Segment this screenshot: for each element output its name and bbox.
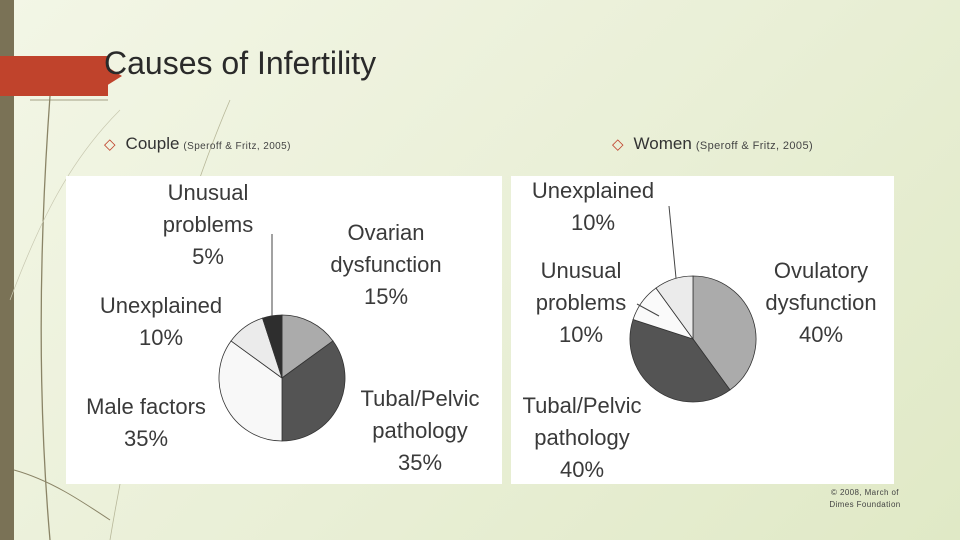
copyright-note: © 2008, March of Dimes Foundation — [800, 487, 930, 511]
copyright-line: Dimes Foundation — [829, 500, 901, 509]
slice-label-line: dysfunction — [330, 252, 441, 277]
slice-label-line: dysfunction — [765, 290, 876, 315]
slice-label: Unexplained 10% — [100, 293, 222, 350]
title-accent-arrow — [90, 56, 122, 96]
slice-label: Unusual problems 10% — [536, 258, 626, 347]
slice-label-line: Male factors — [86, 394, 206, 419]
slice-label-line: 35% — [398, 450, 442, 475]
diamond-bullet-icon: ◇ — [104, 136, 116, 153]
slice-label-line: Unusual — [541, 258, 622, 283]
pie-slice — [281, 340, 346, 442]
slice-label: Unexplained 10% — [532, 178, 654, 235]
bullet-couple: ◇ Couple (Speroff & Fritz, 2005) — [104, 134, 291, 154]
pie-slice — [692, 275, 757, 391]
slice-label: Ovarian dysfunction 15% — [330, 220, 441, 309]
slice-label: Ovulatory dysfunction 40% — [765, 258, 876, 347]
bullet-women: ◇ Women (Speroff & Fritz, 2005) — [612, 134, 813, 154]
slice-label-line: 40% — [560, 457, 604, 482]
pie-slice — [281, 314, 334, 379]
bullet-couple-label: Couple — [125, 134, 180, 153]
slice-label-line: pathology — [534, 425, 629, 450]
slice-label-line: Unexplained — [532, 178, 654, 203]
left-decorative-band — [0, 0, 14, 540]
slice-label-line: 10% — [559, 322, 603, 347]
pie-slice — [218, 340, 283, 442]
slice-label-line: 35% — [124, 426, 168, 451]
slice-label-line: 15% — [364, 284, 408, 309]
slice-label-line: Ovulatory — [774, 258, 868, 283]
leader-line — [668, 205, 677, 279]
slice-label-line: 5% — [192, 244, 224, 269]
slice-label-line: 40% — [799, 322, 843, 347]
slice-label-line: 10% — [571, 210, 615, 235]
couple-pie-chart-panel: Ovarian dysfunction 15% Tubal/Pelvic patholo… — [66, 176, 502, 484]
bullet-women-citation: (Speroff & Fritz, 2005) — [695, 140, 814, 152]
diamond-bullet-icon: ◇ — [612, 136, 624, 153]
slice-label: Unusual problems 5% — [163, 180, 253, 269]
pie-slice — [655, 275, 694, 341]
slide-title: Causes of Infertility — [104, 45, 377, 81]
slice-label: Tubal/Pelvic pathology 40% — [522, 393, 641, 482]
slice-label-line: Unexplained — [100, 293, 222, 318]
bullet-women-label: Women — [633, 134, 692, 153]
slice-label-line: Ovarian — [347, 220, 424, 245]
leader-line — [636, 303, 660, 317]
women-pie-chart: Ovulatory dysfunction 40% Tubal/Pelvic patho… — [522, 178, 876, 482]
slice-label-line: Unusual — [168, 180, 249, 205]
slice-label-line: problems — [536, 290, 626, 315]
women-pie-chart-panel: Ovulatory dysfunction 40% Tubal/Pelvic patho… — [511, 176, 894, 484]
slice-label: Male factors 35% — [86, 394, 206, 451]
slice-label-line: Tubal/Pelvic — [522, 393, 641, 418]
slice-label-line: 10% — [139, 325, 183, 350]
pie-slice — [629, 319, 731, 403]
bullet-couple-citation: (Speroff & Fritz, 2005) — [183, 141, 291, 152]
slice-label: Tubal/Pelvic pathology 35% — [360, 386, 479, 475]
copyright-line: © 2008, March of — [831, 488, 899, 497]
slice-label-line: pathology — [372, 418, 467, 443]
couple-pie-chart: Ovarian dysfunction 15% Tubal/Pelvic patholo… — [86, 180, 479, 475]
slice-label-line: problems — [163, 212, 253, 237]
slice-label-line: Tubal/Pelvic — [360, 386, 479, 411]
